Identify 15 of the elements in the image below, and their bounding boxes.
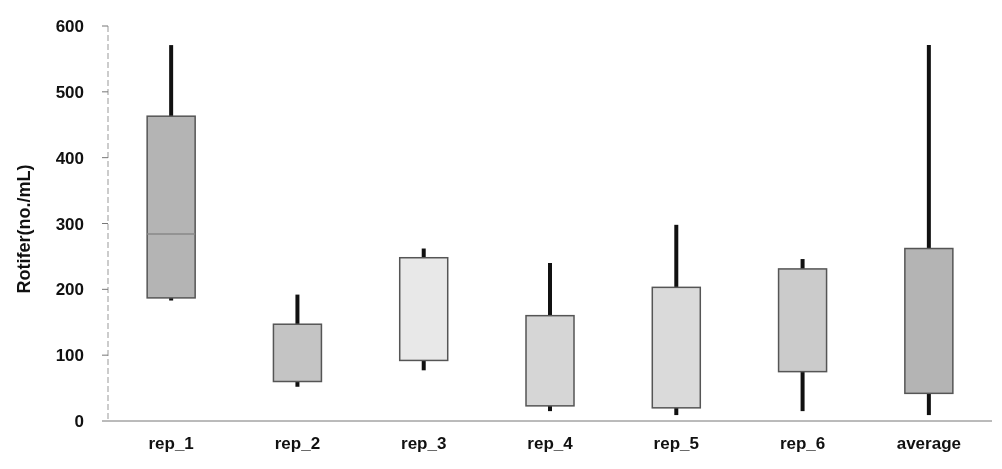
x-tick-label: rep_1 [148,434,194,454]
x-tick-label: average [896,434,961,454]
y-tick-label: 500 [55,82,84,102]
x-tick-label: rep_3 [401,434,447,454]
y-tick-label: 200 [55,280,84,300]
x-tick-label: rep_4 [527,434,574,454]
y-axis-title: Rotifer(no./mL) [14,164,35,294]
x-tick-label: rep_5 [653,434,699,454]
y-tick-label: 300 [55,214,84,234]
y-tick-label: 400 [55,148,84,168]
y-tick-label: 0 [74,412,84,432]
y-tick-label: 100 [55,346,84,366]
x-tick-label: rep_2 [274,434,321,454]
x-tick-label: rep_6 [779,434,826,454]
y-tick-label: 600 [55,17,84,37]
